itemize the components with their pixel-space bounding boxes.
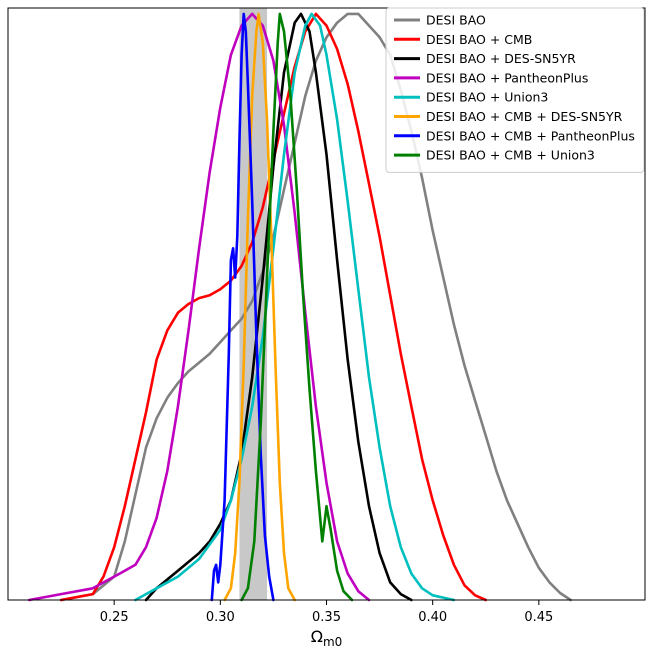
series-line-3 bbox=[144, 12, 413, 602]
x-axis-label-sub: m0 bbox=[323, 635, 342, 649]
legend-label: DESI BAO bbox=[426, 13, 486, 28]
x-tick-label: 0.40 bbox=[418, 610, 447, 625]
legend-label: DESI BAO + CMB + DES-SN5YR bbox=[426, 109, 623, 124]
x-tick-label: 0.25 bbox=[100, 610, 129, 625]
x-tick-label: 0.30 bbox=[206, 610, 235, 625]
legend-label: DESI BAO + PantheonPlus bbox=[426, 70, 588, 85]
legend-label: DESI BAO + DES-SN5YR bbox=[426, 51, 576, 66]
legend: DESI BAO DESI BAO + CMB DESI BAO + DES-SN5… bbox=[385, 7, 645, 173]
x-axis-ticks: 0.25 0.30 0.35 0.40 0.45 bbox=[100, 600, 553, 625]
legend-label: DESI BAO + CMB + Union3 bbox=[426, 148, 595, 163]
series-line-2 bbox=[59, 12, 488, 602]
x-tick-label: 0.35 bbox=[312, 610, 341, 625]
series-line-6 bbox=[223, 12, 296, 602]
legend-label: DESI BAO + Union3 bbox=[426, 90, 548, 105]
series-line-8 bbox=[240, 12, 354, 602]
series-line-5 bbox=[134, 12, 456, 602]
x-tick-label: 0.45 bbox=[524, 610, 553, 625]
legend-label: DESI BAO + CMB + PantheonPlus bbox=[426, 128, 635, 143]
legend-label: DESI BAO + CMB bbox=[426, 32, 532, 47]
legend-box bbox=[385, 7, 645, 173]
x-axis-label-main: Ω bbox=[311, 627, 323, 646]
series-line-1 bbox=[59, 12, 572, 602]
series-line-7 bbox=[210, 12, 275, 602]
x-axis-label: Ωm0 bbox=[311, 627, 343, 649]
series-lines bbox=[27, 12, 572, 602]
series-line-4 bbox=[27, 12, 371, 602]
